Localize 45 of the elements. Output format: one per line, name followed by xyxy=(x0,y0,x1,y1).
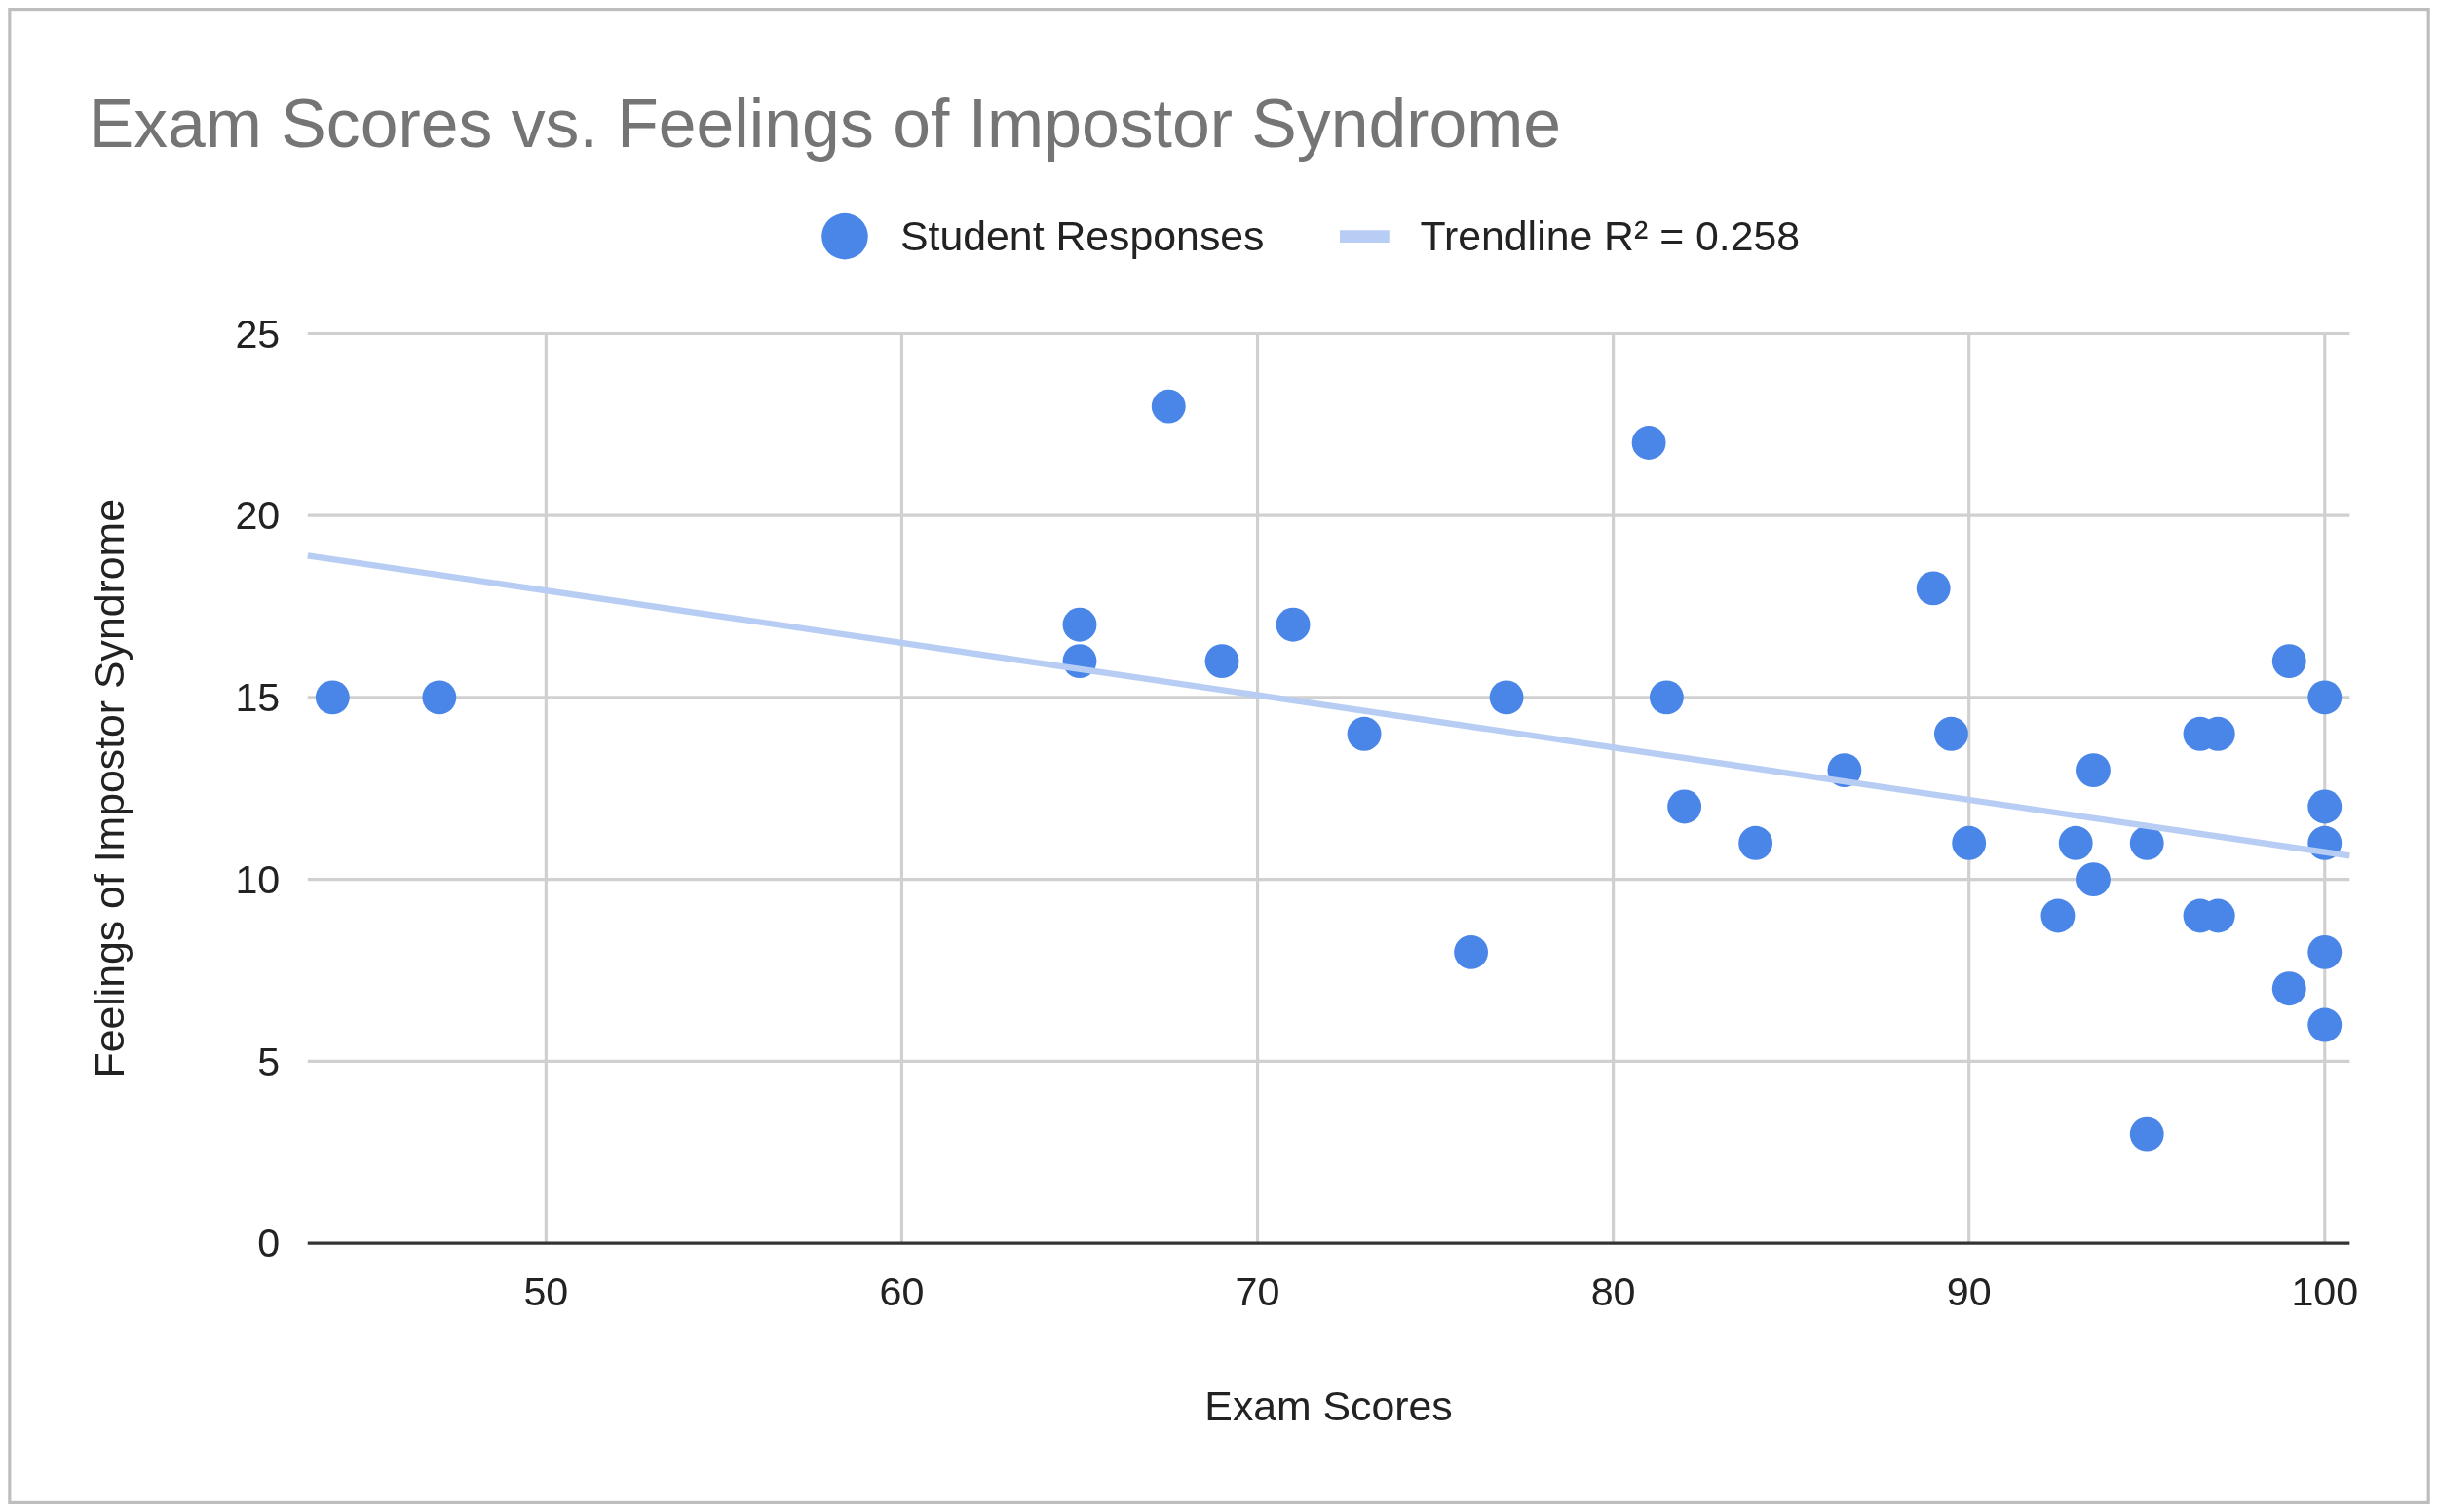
y-tick-label: 15 xyxy=(235,675,281,721)
point xyxy=(1454,934,1489,969)
y-tick-label: 20 xyxy=(235,493,281,539)
x-tick-label: 90 xyxy=(1946,1268,1992,1314)
point xyxy=(2307,1007,2343,1042)
x-axis-title: Exam Scores xyxy=(1204,1382,1453,1430)
x-tick-label: 100 xyxy=(2291,1268,2359,1314)
point xyxy=(2307,680,2343,715)
point xyxy=(315,680,350,715)
legend-label: Trendline R² = 0.258 xyxy=(1420,211,1801,259)
x-tick-label: 60 xyxy=(879,1268,925,1314)
point xyxy=(2076,753,2111,788)
legend-label: Student Responses xyxy=(900,211,1265,259)
point xyxy=(2040,898,2076,933)
point xyxy=(2076,862,2111,897)
point xyxy=(1916,571,1951,606)
point xyxy=(1934,716,1968,751)
point xyxy=(1952,825,1987,860)
point xyxy=(1276,607,1311,642)
y-axis-title: Feelings of Impostor Syndrome xyxy=(86,499,133,1078)
point xyxy=(1631,426,1666,460)
point xyxy=(1347,716,1382,751)
chart-title: Exam Scores vs. Feelings of Impostor Syndrome xyxy=(88,85,1562,162)
y-tick-label: 0 xyxy=(257,1221,281,1266)
point xyxy=(1667,789,1702,824)
point xyxy=(2058,825,2093,860)
point xyxy=(2129,825,2164,860)
point xyxy=(2307,789,2343,824)
point xyxy=(1062,607,1097,642)
point xyxy=(1151,389,1186,424)
x-tick-label: 80 xyxy=(1590,1268,1636,1314)
point xyxy=(422,680,457,715)
point xyxy=(2129,1116,2164,1152)
y-tick-label: 10 xyxy=(235,856,281,902)
point xyxy=(2271,644,2306,679)
x-tick-label: 70 xyxy=(1235,1268,1280,1314)
point xyxy=(2271,971,2306,1006)
point xyxy=(1489,680,1524,715)
point xyxy=(2307,934,2343,969)
y-tick-label: 25 xyxy=(235,311,281,357)
point xyxy=(1738,825,1773,860)
point xyxy=(1204,644,1239,679)
y-tick-label: 5 xyxy=(257,1039,281,1084)
x-tick-label: 50 xyxy=(523,1268,569,1314)
point xyxy=(1649,680,1684,715)
